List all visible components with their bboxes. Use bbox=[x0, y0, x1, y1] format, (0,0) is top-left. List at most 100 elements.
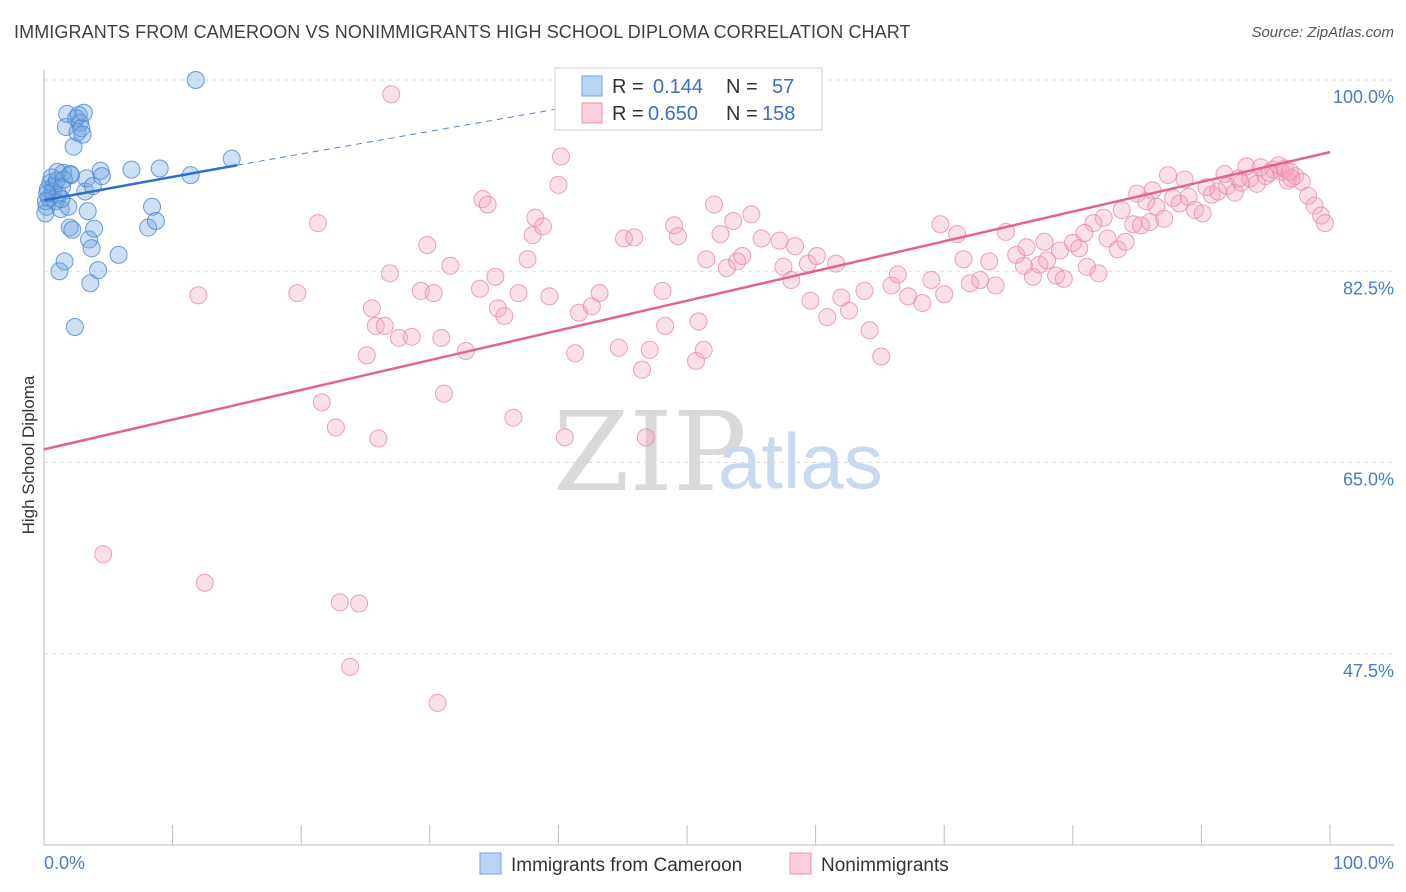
nonimmigrant-point-43 bbox=[566, 344, 585, 363]
nonimmigrant-point-52 bbox=[640, 340, 659, 359]
nonimmigrant-point-47 bbox=[609, 338, 628, 357]
bottom-legend-label-nonimmigrants: Nonimmigrants bbox=[821, 855, 949, 876]
nonimmigrant-point-4 bbox=[308, 214, 327, 233]
nonimmigrant-point-107 bbox=[1089, 264, 1108, 283]
nonimmigrant-point-74 bbox=[801, 291, 820, 310]
cameroon-point-27 bbox=[72, 119, 91, 138]
nonimmigrant-point-83 bbox=[882, 276, 901, 295]
nonimmigrant-point-69 bbox=[770, 231, 789, 250]
nonimmigrant-point-58 bbox=[689, 312, 708, 331]
chart-title: IMMIGRANTS FROM CAMEROON VS NONIMMIGRANT… bbox=[14, 22, 911, 42]
nonimmigrant-point-51 bbox=[636, 428, 655, 447]
cameroon-point-45 bbox=[146, 211, 165, 230]
bottom-legend: Immigrants from Cameroon Nonimmigrants bbox=[479, 852, 949, 876]
x-tick-label-min: 0.0% bbox=[44, 853, 85, 873]
nonimmigrant-point-21 bbox=[424, 284, 443, 303]
cameroon-point-32 bbox=[78, 202, 97, 221]
nonimmigrant-point-124 bbox=[1225, 183, 1244, 202]
nonimmigrant-point-91 bbox=[954, 250, 973, 269]
nonimmigrant-point-59 bbox=[694, 340, 713, 359]
legend-r-label-2: R = bbox=[612, 103, 644, 125]
top-legend: R = 0.144 N = 57 R = 0.650 N = 158 bbox=[554, 67, 823, 131]
cameroon-point-10 bbox=[50, 262, 69, 281]
nonimmigrant-point-41 bbox=[551, 147, 570, 166]
nonimmigrant-point-159 bbox=[1281, 162, 1300, 181]
nonimmigrant-point-87 bbox=[922, 270, 941, 289]
nonimmigrant-point-20 bbox=[418, 236, 437, 255]
nonimmigrant-point-49 bbox=[625, 228, 644, 247]
nonimmigrant-point-68 bbox=[752, 229, 771, 248]
legend-r-value-1: 0.144 bbox=[653, 76, 703, 98]
nonimmigrant-point-32 bbox=[495, 307, 514, 326]
nonimmigrant-point-16 bbox=[382, 85, 401, 104]
nonimmigrant-point-27 bbox=[470, 279, 489, 298]
cameroon-point-20 bbox=[63, 220, 82, 239]
nonimmigrant-point-64 bbox=[724, 211, 743, 230]
nonimmigrant-point-6 bbox=[326, 418, 345, 437]
nonimmigrant-point-17 bbox=[389, 328, 408, 347]
nonimmigrant-point-62 bbox=[711, 225, 730, 244]
nonimmigrant-point-31 bbox=[488, 299, 507, 318]
cameroon-point-43 bbox=[139, 218, 158, 237]
y-tick-label-3: 47.5% bbox=[1343, 661, 1394, 681]
nonimmigrant-point-61 bbox=[705, 195, 724, 214]
nonimmigrant-point-157 bbox=[1035, 232, 1054, 251]
nonimmigrant-point-25 bbox=[441, 256, 460, 275]
nonimmigrant-point-50 bbox=[632, 360, 651, 379]
nonimmigrant-point-55 bbox=[665, 216, 684, 235]
y-tick-labels: 100.0% 82.5% 65.0% 47.5% bbox=[1333, 87, 1394, 681]
nonimmigrant-point-14 bbox=[375, 316, 394, 335]
legend-n-value-2: 158 bbox=[762, 103, 795, 125]
nonimmigrant-point-7 bbox=[330, 593, 349, 612]
cameroon-trend-line bbox=[43, 164, 238, 202]
legend-swatch-cameroon bbox=[581, 75, 603, 97]
cameroon-point-42 bbox=[122, 160, 141, 179]
nonimmigrant-point-2 bbox=[195, 573, 214, 592]
nonimmigrant-point-105 bbox=[1070, 239, 1089, 258]
nonimmigrant-point-147 bbox=[1158, 166, 1177, 185]
bottom-legend-swatch-cameroon bbox=[479, 852, 502, 875]
nonimmigrant-point-75 bbox=[807, 246, 826, 265]
y-axis-label: High School Diploma bbox=[19, 375, 38, 534]
nonimmigrant-point-60 bbox=[697, 250, 716, 269]
y-tick-label-1: 82.5% bbox=[1343, 278, 1394, 298]
cameroon-point-14 bbox=[55, 252, 74, 271]
cameroon-point-28 bbox=[73, 125, 92, 144]
nonimmigrant-point-65 bbox=[728, 252, 747, 271]
x-tick-label-max: 100.0% bbox=[1333, 853, 1394, 873]
legend-n-value-1: 57 bbox=[772, 76, 794, 98]
x-ticks bbox=[43, 825, 1331, 845]
nonimmigrant-point-33 bbox=[504, 408, 523, 427]
nonimmigrant-point-81 bbox=[860, 321, 879, 340]
nonimmigrant-trend-line bbox=[43, 150, 1331, 451]
cameroon-point-38 bbox=[89, 261, 108, 280]
cameroon-point-29 bbox=[74, 103, 93, 122]
nonimmigrant-point-24 bbox=[434, 384, 453, 403]
nonimmigrant-point-72 bbox=[786, 237, 805, 256]
cameroon-point-37 bbox=[85, 219, 104, 238]
nonimmigrant-point-109 bbox=[1108, 240, 1127, 259]
nonimmigrant-point-54 bbox=[656, 316, 675, 335]
nonimmigrant-point-22 bbox=[428, 693, 447, 712]
cameroon-point-41 bbox=[109, 245, 128, 264]
cameroon-point-44 bbox=[143, 197, 162, 216]
nonimmigrant-point-9 bbox=[350, 594, 369, 613]
cameroon-point-40 bbox=[92, 167, 111, 186]
watermark-atlas: atlas bbox=[718, 417, 883, 505]
cameroon-point-22 bbox=[65, 317, 84, 336]
legend-n-label-2: N = bbox=[726, 103, 758, 125]
cameroon-point-21 bbox=[64, 137, 83, 156]
nonimmigrant-point-145 bbox=[1282, 169, 1301, 188]
nonimmigrant-point-13 bbox=[369, 429, 388, 448]
cameroon-point-51 bbox=[36, 192, 55, 211]
nonimmigrant-point-67 bbox=[742, 205, 761, 224]
nonimmigrant-point-92 bbox=[960, 274, 979, 293]
nonimmigrant-point-42 bbox=[555, 428, 574, 447]
cameroon-point-26 bbox=[71, 113, 90, 132]
nonimmigrant-point-106 bbox=[1077, 257, 1096, 276]
watermark-zip: ZIP bbox=[553, 388, 747, 516]
legend-n-label-1: N = bbox=[726, 76, 758, 98]
y-tick-label-0: 100.0% bbox=[1333, 87, 1394, 107]
nonimmigrant-point-63 bbox=[717, 258, 736, 277]
nonimmigrant-point-103 bbox=[1054, 269, 1073, 288]
